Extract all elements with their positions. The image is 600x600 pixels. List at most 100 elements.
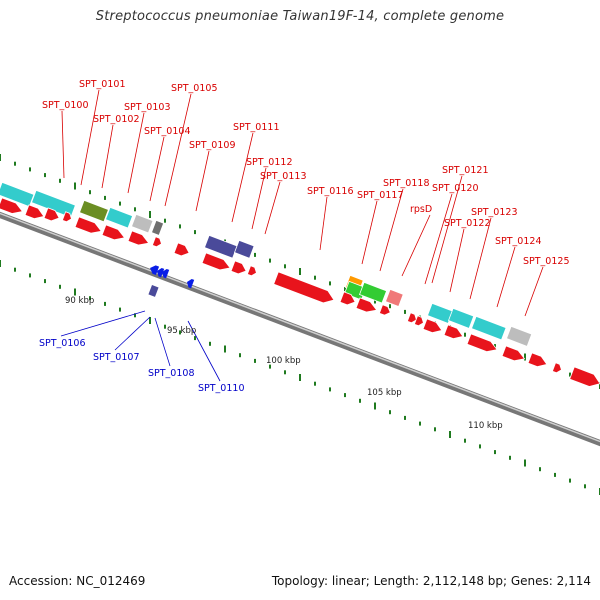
forward-cds-arrow	[443, 324, 464, 340]
tick-mark	[299, 268, 301, 275]
tick-mark	[524, 353, 526, 361]
tick-mark	[539, 467, 541, 472]
kbp-label: 90 kbp	[65, 296, 94, 306]
tick-mark	[239, 353, 241, 358]
tick-mark	[374, 402, 376, 410]
leader-line	[164, 93, 192, 207]
tick-mark	[509, 455, 511, 460]
leader-line	[195, 150, 210, 212]
leader-line	[80, 89, 100, 186]
tick-mark	[344, 393, 346, 398]
leader-line	[361, 200, 378, 265]
forward-cds-arrow	[339, 291, 356, 306]
forward-cds-arrow	[74, 216, 103, 234]
forward-cds-arrow	[173, 242, 190, 257]
reverse-gene-label: SPT_0110	[198, 383, 245, 394]
tick-mark	[149, 317, 151, 324]
leader-line	[127, 112, 145, 194]
forward-cds-arrow	[43, 207, 60, 222]
tick-mark	[269, 364, 271, 369]
forward-cds-arrow	[413, 315, 424, 327]
forward-gene-label: SPT_0100	[42, 100, 89, 111]
tick-mark	[59, 178, 61, 183]
leader-line	[101, 124, 114, 189]
gene-block	[130, 213, 154, 234]
reverse-cds-arrow	[187, 278, 195, 289]
leader-line	[231, 132, 254, 223]
tick-mark	[134, 313, 136, 318]
reverse-gene-label: SPT_0108	[148, 368, 195, 379]
tick-mark	[59, 284, 61, 289]
forward-cds-arrow	[246, 265, 257, 277]
tick-mark	[449, 431, 451, 438]
tick-mark	[359, 398, 361, 403]
gene-block	[104, 206, 134, 229]
tick-mark	[0, 260, 1, 267]
forward-gene-label: SPT_0104	[144, 126, 191, 137]
forward-cds-arrow	[0, 197, 24, 214]
tick-mark	[314, 275, 316, 280]
tick-mark	[494, 344, 496, 349]
tick-mark	[104, 301, 106, 306]
kbp-label: 100 kbp	[266, 356, 301, 366]
gene-block	[384, 288, 404, 308]
tick-mark	[179, 330, 181, 335]
tick-mark	[224, 345, 226, 353]
tick-mark	[569, 478, 571, 483]
gene-block	[78, 199, 109, 223]
tick-mark	[554, 472, 556, 477]
tick-mark	[134, 207, 136, 212]
kbp-label: 95 kbp	[167, 326, 196, 336]
tick-mark	[89, 296, 91, 301]
tick-mark	[464, 438, 466, 443]
tick-mark	[209, 341, 211, 346]
gene-block	[150, 219, 165, 236]
kbp-scale: 90 kbp 95 kbp 100 kbp 105 kbp 110 kbp	[65, 296, 503, 431]
forward-gene-label: SPT_0122	[444, 218, 491, 229]
leader-line	[60, 310, 146, 337]
tick-mark	[179, 224, 181, 229]
tick-mark	[0, 154, 1, 161]
leader-line	[319, 196, 328, 251]
tick-mark	[299, 374, 301, 381]
forward-cds-arrow	[569, 366, 600, 387]
forward-cds-arrow	[527, 352, 548, 368]
tick-mark	[194, 336, 196, 341]
reverse-cds-arrow	[162, 268, 170, 279]
tick-mark	[389, 410, 391, 415]
reverse-gene-label: SPT_0107	[93, 352, 140, 363]
tick-mark	[164, 324, 166, 329]
forward-gene-label: SPT_0118	[383, 178, 430, 189]
forward-cds-arrow	[230, 260, 247, 275]
leader-line	[154, 317, 171, 367]
forward-gene-label: SPT_0111	[233, 122, 280, 133]
leader-line	[431, 175, 463, 284]
forward-gene-label: SPT_0109	[189, 140, 236, 151]
forward-gene-label: SPT_0125	[523, 256, 570, 267]
forward-gene-label: SPT_0103	[124, 102, 171, 113]
forward-gene-label: SPT_0105	[171, 83, 218, 94]
forward-cds-arrow	[378, 304, 391, 316]
tick-mark	[314, 381, 316, 386]
forward-gene-label: rpsD	[410, 204, 432, 215]
tick-mark	[119, 307, 121, 312]
leader-line	[401, 214, 431, 277]
topology-summary: Topology: linear; Length: 2,112,148 bp; …	[271, 574, 591, 588]
leader-line	[251, 167, 267, 230]
tick-mark	[419, 421, 421, 426]
tick-mark	[254, 358, 256, 363]
tick-mark	[29, 167, 31, 172]
forward-cds-arrow	[355, 297, 378, 313]
tick-mark	[344, 287, 346, 292]
map-title: Streptococcus pneumoniae Taiwan19F-14, c…	[95, 9, 505, 24]
forward-cds-arrow	[551, 362, 562, 374]
cds-arrows	[0, 197, 600, 387]
gene-block	[0, 181, 35, 208]
forward-cds-arrow	[61, 211, 72, 223]
genome-backbone	[0, 211, 600, 447]
tick-mark	[479, 444, 481, 449]
leader-line	[524, 266, 544, 317]
leader-line	[187, 320, 221, 382]
forward-cds-arrow	[273, 271, 335, 304]
forward-cds-arrow	[24, 204, 45, 220]
